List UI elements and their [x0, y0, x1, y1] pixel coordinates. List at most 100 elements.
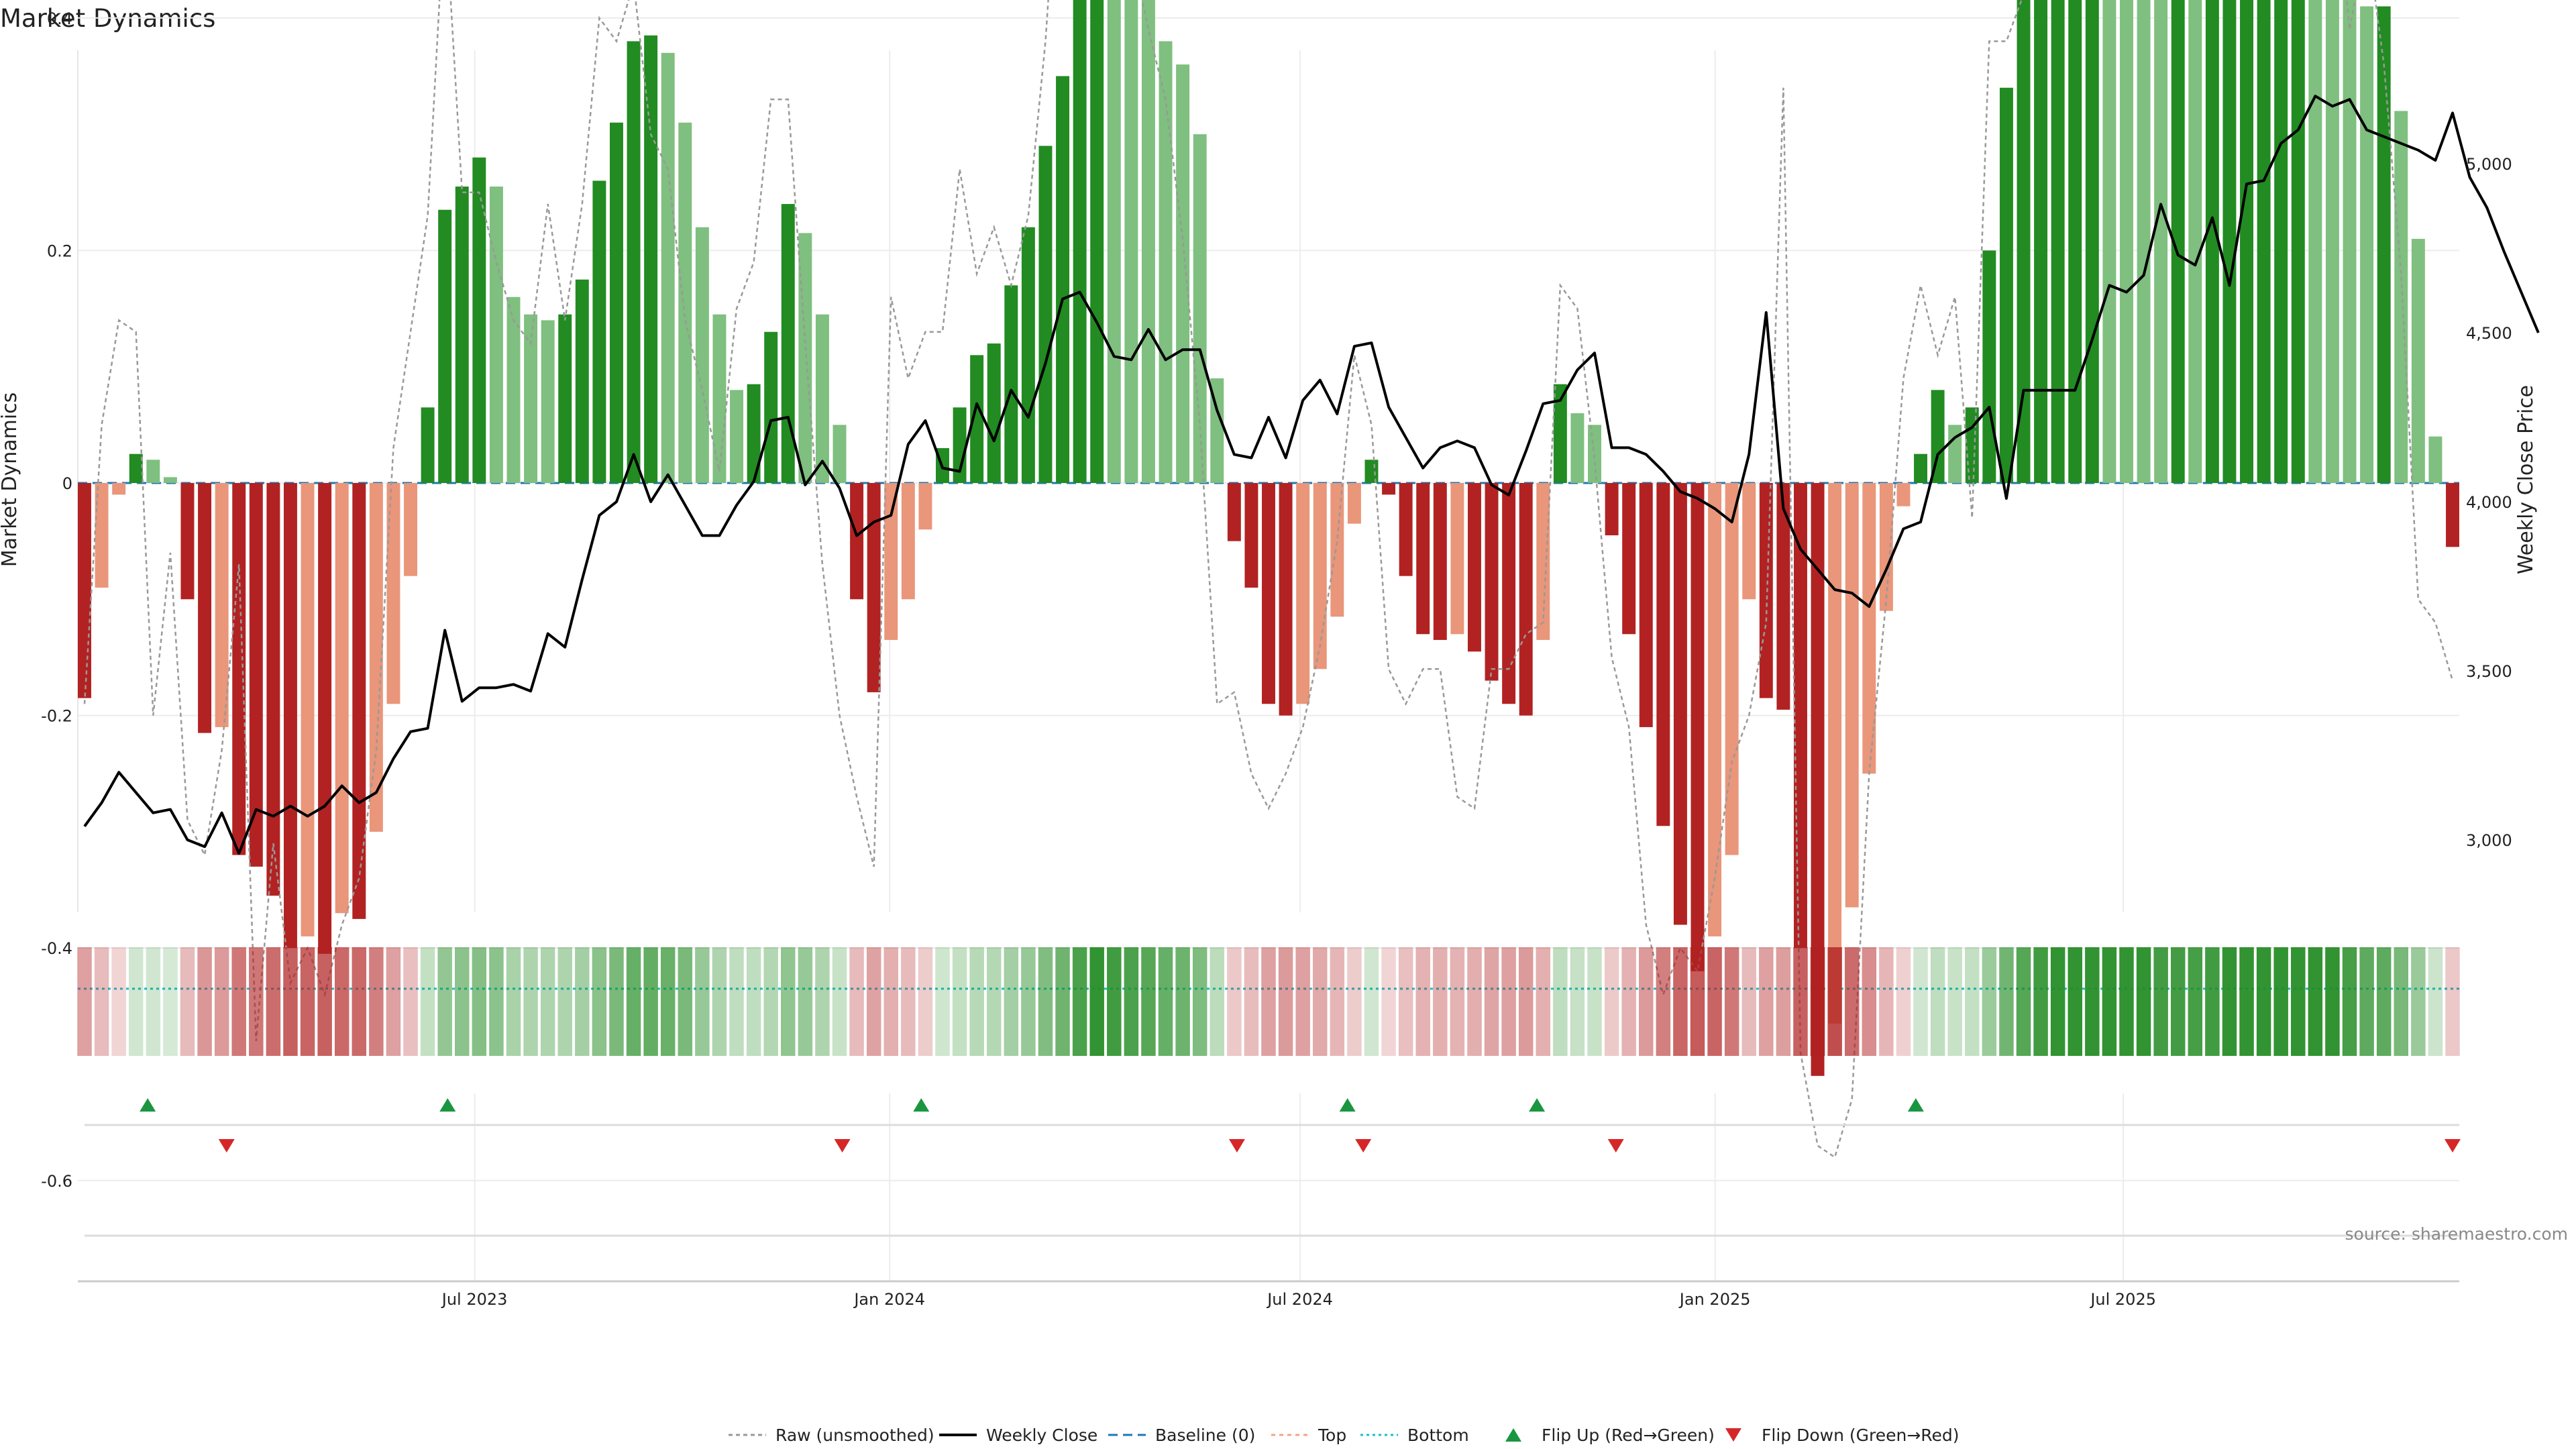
bar: [1159, 41, 1173, 483]
bar: [953, 407, 967, 483]
heat-cell: [1913, 947, 1928, 1056]
heat-cell: [317, 947, 332, 1056]
bar: [2325, 0, 2339, 483]
heat-cell: [2376, 947, 2392, 1056]
bar: [2446, 483, 2459, 547]
heat-cell: [1038, 947, 1053, 1056]
heat-cell: [1398, 947, 1413, 1056]
heat-cell: [781, 947, 796, 1056]
heat-cell: [1982, 947, 1997, 1056]
bar: [1622, 483, 1636, 635]
bar: [301, 483, 315, 936]
heat-cell: [1055, 947, 1070, 1056]
heat-cell: [300, 947, 315, 1056]
heat-cell: [575, 947, 590, 1056]
heat-cell: [1484, 947, 1499, 1056]
bar: [1776, 483, 1790, 710]
bar: [249, 483, 263, 867]
bar: [1296, 483, 1310, 704]
legend-swatch-flip-down: [1725, 1428, 1741, 1442]
bar: [1828, 483, 1842, 1024]
heat-cell: [386, 947, 401, 1056]
heat-cell: [146, 947, 161, 1056]
heat-cell: [1518, 947, 1534, 1056]
flip-up-marker: [140, 1098, 156, 1112]
bar: [78, 483, 91, 698]
heat-cell: [266, 947, 281, 1056]
heat-cell: [1364, 947, 1379, 1056]
heat-cell: [214, 947, 229, 1056]
bar: [970, 355, 984, 483]
bar: [2017, 0, 2031, 484]
heat-cell: [455, 947, 470, 1056]
bar: [1450, 483, 1464, 635]
heat-cell: [1278, 947, 1293, 1056]
bar: [798, 233, 812, 483]
bar: [1570, 413, 1585, 483]
flip-down-marker: [218, 1139, 235, 1152]
bar: [2171, 0, 2185, 483]
bar: [198, 483, 212, 733]
bar: [1845, 483, 1859, 908]
heat-cell: [1227, 947, 1242, 1056]
bar: [524, 314, 538, 483]
bar: [850, 483, 864, 600]
heat-cell: [901, 947, 916, 1056]
heat-cell: [695, 947, 710, 1056]
bar: [129, 453, 143, 483]
heat-cell: [1639, 947, 1654, 1056]
heat-cell: [1107, 947, 1122, 1056]
bar: [1914, 453, 1928, 483]
heat-cell: [557, 947, 572, 1056]
heat-cell: [832, 947, 847, 1056]
bar: [1536, 483, 1550, 640]
heat-cell: [609, 947, 624, 1056]
legend-label: Baseline (0): [1155, 1426, 1255, 1445]
heat-cell: [986, 947, 1002, 1056]
left-tick-label: -0.4: [41, 939, 72, 958]
bar: [335, 483, 349, 914]
heat-cell: [2050, 947, 2065, 1056]
flip-up-marker: [439, 1098, 456, 1112]
heat-cell: [1844, 947, 1860, 1056]
bar: [1999, 87, 2013, 483]
source-note: source: sharemaestro.com: [2345, 1224, 2569, 1244]
heat-cell: [1707, 947, 1722, 1056]
bar: [2240, 0, 2254, 483]
heat-cell: [1759, 947, 1774, 1056]
tick-labels: 0.60.40.20-0.2-0.4-0.65,0004,5004,0003,5…: [41, 9, 2512, 1191]
heat-cell: [197, 947, 212, 1056]
bar: [472, 157, 486, 483]
heat-cell: [2428, 947, 2443, 1056]
heat-cell: [798, 947, 813, 1056]
bar: [1690, 483, 1705, 971]
heat-cell: [1089, 947, 1104, 1056]
bar: [2102, 0, 2116, 484]
heat-cell: [1175, 947, 1190, 1056]
bar: [386, 483, 400, 704]
bar: [2343, 0, 2357, 483]
flip-up-marker: [1339, 1098, 1356, 1112]
bar: [867, 483, 881, 692]
heat-cell: [2411, 947, 2426, 1056]
heat-cell: [1621, 947, 1636, 1056]
bar: [1605, 483, 1619, 535]
bar: [1467, 483, 1481, 652]
heat-cell: [849, 947, 864, 1056]
heat-cell: [523, 947, 538, 1056]
heat-cell: [489, 947, 504, 1056]
bar: [541, 320, 555, 483]
bar: [833, 425, 847, 483]
heat-cell: [231, 947, 246, 1056]
left-tick-label: -0.2: [41, 707, 72, 726]
heat-cell: [2359, 947, 2374, 1056]
bar: [489, 186, 503, 483]
right-tick-label: 5,000: [2466, 155, 2512, 174]
x-tick-label: Jul 2024: [1266, 1290, 1333, 1309]
bar: [747, 384, 761, 483]
bar: [438, 209, 452, 483]
x-tick-label: Jan 2024: [853, 1290, 925, 1309]
bar: [1519, 483, 1533, 716]
heat-cell: [437, 947, 452, 1056]
bar: [1982, 250, 1996, 483]
